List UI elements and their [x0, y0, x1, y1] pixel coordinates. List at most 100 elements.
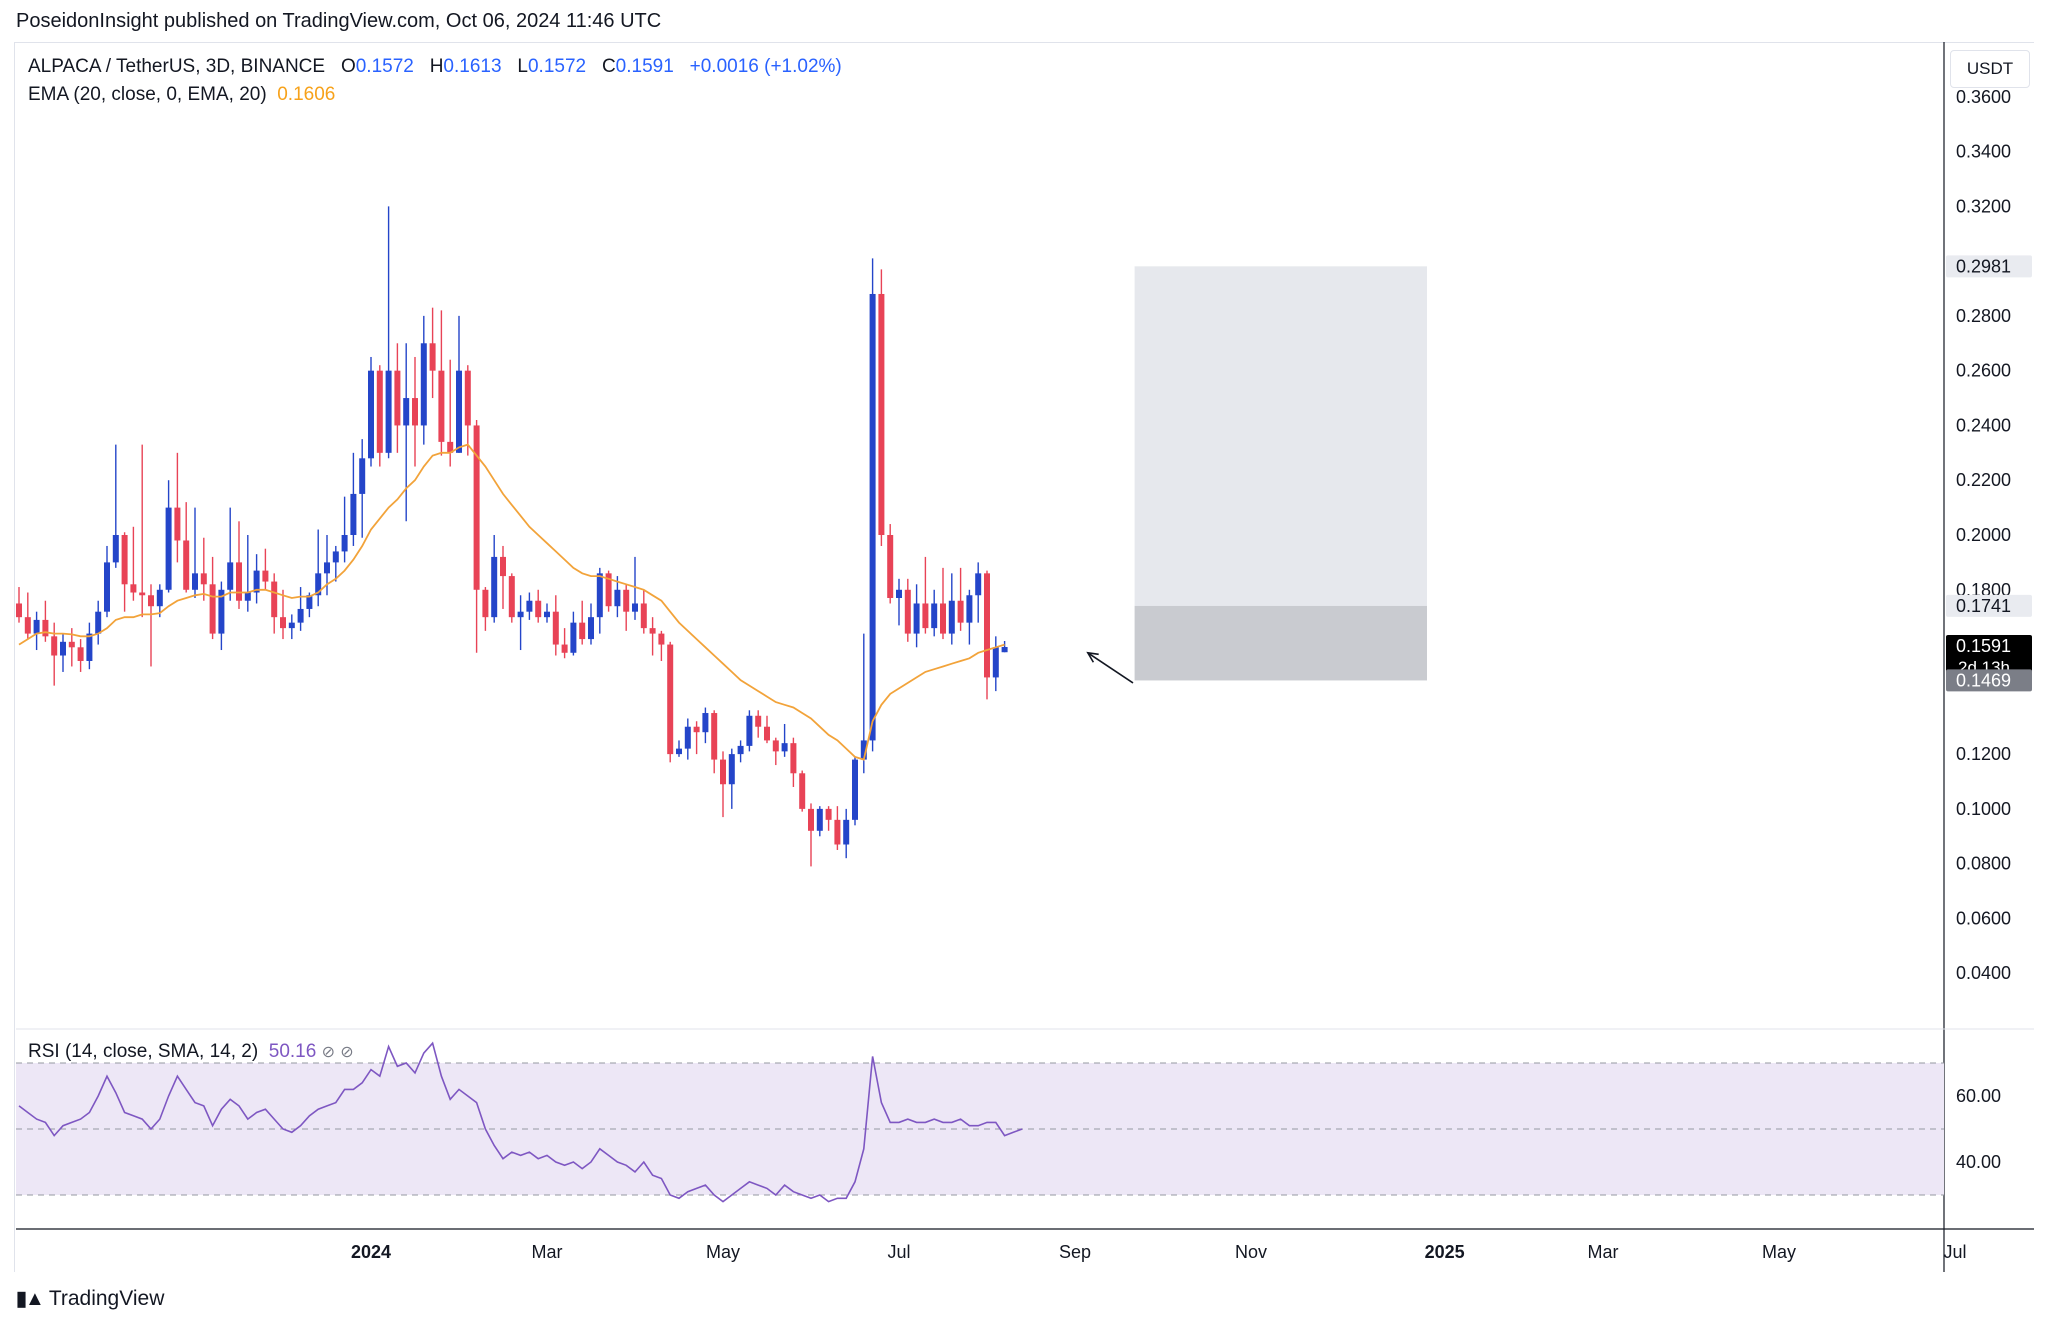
annotation-arrow-head [1086, 651, 1099, 663]
candle-body [42, 619, 49, 637]
visibility-icon[interactable]: ⊘ [321, 1044, 335, 1061]
candle-body [623, 589, 630, 612]
candle-body [852, 759, 858, 820]
price-tick-label: 0.0600 [1956, 908, 2011, 928]
tradingview-logo[interactable]: ▮▲ TradingView [16, 1286, 164, 1311]
candle-body [77, 647, 84, 661]
rsi-label[interactable]: RSI (14, close, SMA, 14, 2) [28, 1041, 259, 1062]
close-value: 0.1591 [615, 56, 674, 77]
candle-body [781, 743, 788, 752]
time-tick-label: Jul [1943, 1242, 1966, 1262]
publish-header: PoseidonInsight published on TradingView… [16, 10, 662, 32]
candle-body [570, 622, 577, 653]
tradingview-brand: TradingView [48, 1286, 165, 1310]
price-label-bg [1946, 669, 2032, 692]
settings-icon[interactable]: ⊘ [340, 1044, 354, 1061]
candle-body [825, 808, 832, 820]
candle-body [896, 589, 902, 598]
price-tick-label: 0.3600 [1956, 87, 2011, 107]
candle-body [95, 611, 102, 634]
candle-body [517, 611, 524, 618]
rsi-tick-label: 40.00 [1956, 1152, 2001, 1172]
time-tick-label: May [1762, 1242, 1796, 1262]
candle-body [192, 573, 198, 590]
candle-body [596, 573, 603, 618]
candle-body [764, 726, 770, 741]
candle-body [843, 819, 850, 845]
candle-body [447, 441, 454, 453]
tradingview-mark-icon: ▮▲ [16, 1288, 45, 1310]
candle-body [975, 573, 982, 596]
ohlc-legend: ALPACA / TetherUS, 3D, BINANCE O0.1572 H… [28, 56, 842, 78]
candle-body [165, 507, 172, 590]
candle-body [324, 562, 330, 574]
candle-body [922, 603, 929, 629]
candle-body [878, 293, 885, 535]
candle-body [482, 589, 489, 618]
time-tick-label: 2025 [1425, 1242, 1465, 1262]
candle-body [253, 570, 260, 593]
candle-body [746, 715, 753, 746]
price-tick-label: 0.2800 [1956, 306, 2011, 326]
candle-body [473, 425, 480, 590]
rsi-line [18, 1041, 1023, 1203]
candle-body [940, 603, 946, 634]
candle-body [376, 370, 383, 453]
candle-body [491, 556, 498, 618]
open-value: 0.1572 [355, 56, 414, 77]
candle-body [632, 603, 638, 612]
candle-body [799, 773, 806, 809]
candle-body [1001, 647, 1008, 653]
candle-body [420, 343, 427, 426]
candle-body [174, 507, 181, 541]
candle-body [720, 759, 726, 785]
candle-body [341, 535, 348, 552]
candle-body [148, 595, 154, 607]
open-label: O [340, 56, 356, 77]
candle-body [121, 535, 128, 585]
candle-body [112, 535, 119, 563]
projection-zone-upper [1134, 266, 1427, 606]
candle-body [808, 808, 814, 831]
ema-value: 0.1606 [277, 84, 336, 105]
candle-body [33, 619, 40, 634]
ema-label[interactable]: EMA (20, close, 0, EMA, 20) [28, 84, 267, 105]
candle-body [816, 808, 823, 831]
symbol-label[interactable]: ALPACA / TetherUS, 3D, BINANCE [28, 56, 326, 77]
candle-body [68, 641, 75, 648]
candle-body [948, 600, 955, 634]
candle-body [288, 622, 295, 629]
candle-body [728, 754, 735, 785]
time-tick-label: Mar [1588, 1242, 1619, 1262]
price-tick-label: 0.2600 [1956, 361, 2011, 381]
price-tick-label: 0.3200 [1956, 196, 2011, 216]
candle-body [588, 617, 594, 640]
candle-body [992, 647, 999, 678]
candle-body [931, 603, 938, 629]
candle-body [649, 628, 656, 634]
candle-body [676, 748, 682, 755]
candle-body [658, 633, 665, 645]
candle-body [24, 617, 31, 634]
candle-body [526, 600, 533, 612]
candle-body [262, 570, 269, 582]
time-tick-label: May [706, 1242, 740, 1262]
candle-body [271, 581, 278, 618]
candle-body [412, 398, 418, 426]
candle-body [667, 644, 674, 755]
candle-body [984, 573, 990, 678]
candle-body [702, 713, 709, 733]
candle-body [614, 589, 621, 607]
candle-body [156, 589, 163, 607]
candle-body [51, 636, 58, 656]
candle-body [403, 398, 410, 426]
time-tick-label: 2024 [351, 1242, 391, 1262]
currency-unit-button[interactable]: USDT [1950, 50, 2030, 88]
close-label: C [601, 56, 616, 77]
candle-body [904, 589, 911, 634]
price-label-light: 0.2981 [1956, 256, 2011, 276]
candle-body [139, 592, 146, 596]
candle-body [394, 370, 401, 426]
candle-body [966, 595, 973, 623]
